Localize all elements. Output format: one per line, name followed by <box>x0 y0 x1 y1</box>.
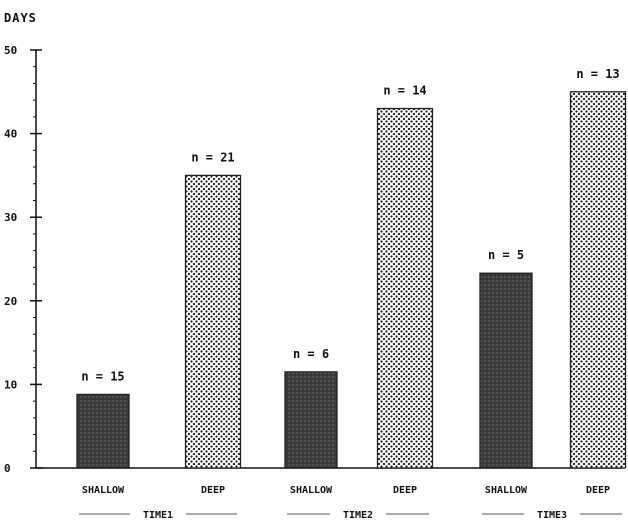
bar-annotation: n = 5 <box>488 248 524 262</box>
x-tick-label: DEEP <box>586 485 610 496</box>
bar-annotations: n = 15 n = 21 n = 6 n = 14 n = 5 n = 13 <box>81 67 619 384</box>
bar-annotation: n = 21 <box>191 150 234 164</box>
x-tick-label: SHALLOW <box>290 485 333 496</box>
group-label: TIME2 <box>343 510 373 521</box>
bars <box>76 91 627 469</box>
bar-annotation: n = 15 <box>81 369 124 383</box>
bar-shallow <box>284 371 338 469</box>
bar-annotation: n = 14 <box>383 84 426 98</box>
bar-deep <box>184 174 242 469</box>
x-tick-label: SHALLOW <box>82 485 125 496</box>
bar-shallow <box>76 393 130 469</box>
y-tick-label: 0 <box>4 462 11 475</box>
y-axis-label: DAYS <box>4 11 37 25</box>
x-tick-label: DEEP <box>393 485 417 496</box>
y-tick-label: 20 <box>4 295 17 308</box>
y-tick-label: 30 <box>4 211 17 224</box>
x-tick-label: SHALLOW <box>485 485 528 496</box>
bar-shallow <box>479 272 533 469</box>
group-label: TIME1 <box>143 510 173 521</box>
bar-annotation: n = 13 <box>576 67 619 81</box>
x-axis-labels: SHALLOW DEEP SHALLOW DEEP SHALLOW DEEP <box>82 485 610 496</box>
bar-deep <box>376 107 434 469</box>
group-labels: TIME1 TIME2 TIME3 <box>79 510 622 521</box>
bar-deep <box>569 91 627 469</box>
y-tick-label: 50 <box>4 44 17 57</box>
x-tick-label: DEEP <box>201 485 225 496</box>
group-label: TIME3 <box>537 510 567 521</box>
y-tick-label: 10 <box>4 378 17 391</box>
bar-annotation: n = 6 <box>293 347 329 361</box>
y-tick-label: 40 <box>4 128 17 141</box>
